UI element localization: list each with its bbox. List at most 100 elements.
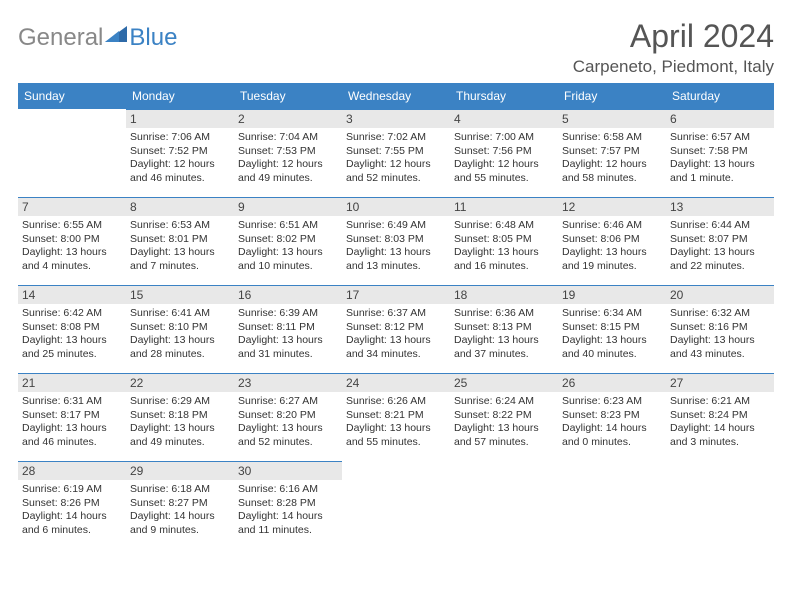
day-details: Sunrise: 6:29 AMSunset: 8:18 PMDaylight:…	[126, 392, 234, 452]
day-number: 13	[666, 197, 774, 216]
day-number: 26	[558, 373, 666, 392]
day-details: Sunrise: 7:00 AMSunset: 7:56 PMDaylight:…	[450, 128, 558, 188]
day-details: Sunrise: 6:46 AMSunset: 8:06 PMDaylight:…	[558, 216, 666, 276]
day-details: Sunrise: 6:58 AMSunset: 7:57 PMDaylight:…	[558, 128, 666, 188]
calendar-cell	[450, 461, 558, 549]
calendar-row: 1Sunrise: 7:06 AMSunset: 7:52 PMDaylight…	[18, 109, 774, 197]
day-number: 15	[126, 285, 234, 304]
calendar-cell: 15Sunrise: 6:41 AMSunset: 8:10 PMDayligh…	[126, 285, 234, 373]
calendar-cell: 17Sunrise: 6:37 AMSunset: 8:12 PMDayligh…	[342, 285, 450, 373]
day-number: 2	[234, 109, 342, 128]
title-block: April 2024 Carpeneto, Piedmont, Italy	[573, 18, 774, 77]
calendar-cell: 19Sunrise: 6:34 AMSunset: 8:15 PMDayligh…	[558, 285, 666, 373]
day-details: Sunrise: 6:53 AMSunset: 8:01 PMDaylight:…	[126, 216, 234, 276]
calendar-cell: 14Sunrise: 6:42 AMSunset: 8:08 PMDayligh…	[18, 285, 126, 373]
calendar-cell: 28Sunrise: 6:19 AMSunset: 8:26 PMDayligh…	[18, 461, 126, 549]
day-details: Sunrise: 6:41 AMSunset: 8:10 PMDaylight:…	[126, 304, 234, 364]
calendar-cell: 16Sunrise: 6:39 AMSunset: 8:11 PMDayligh…	[234, 285, 342, 373]
day-details: Sunrise: 6:21 AMSunset: 8:24 PMDaylight:…	[666, 392, 774, 452]
day-details: Sunrise: 7:04 AMSunset: 7:53 PMDaylight:…	[234, 128, 342, 188]
calendar-cell: 29Sunrise: 6:18 AMSunset: 8:27 PMDayligh…	[126, 461, 234, 549]
day-details: Sunrise: 6:39 AMSunset: 8:11 PMDaylight:…	[234, 304, 342, 364]
day-details: Sunrise: 6:37 AMSunset: 8:12 PMDaylight:…	[342, 304, 450, 364]
logo-text-general: General	[18, 24, 103, 52]
day-number: 21	[18, 373, 126, 392]
calendar-cell	[18, 109, 126, 197]
weekday-header: Friday	[558, 83, 666, 109]
calendar-cell: 5Sunrise: 6:58 AMSunset: 7:57 PMDaylight…	[558, 109, 666, 197]
day-number: 17	[342, 285, 450, 304]
day-details: Sunrise: 6:16 AMSunset: 8:28 PMDaylight:…	[234, 480, 342, 540]
calendar-cell: 30Sunrise: 6:16 AMSunset: 8:28 PMDayligh…	[234, 461, 342, 549]
day-number: 5	[558, 109, 666, 128]
day-details: Sunrise: 6:24 AMSunset: 8:22 PMDaylight:…	[450, 392, 558, 452]
calendar-cell: 26Sunrise: 6:23 AMSunset: 8:23 PMDayligh…	[558, 373, 666, 461]
weekday-header: Sunday	[18, 83, 126, 109]
calendar-cell: 4Sunrise: 7:00 AMSunset: 7:56 PMDaylight…	[450, 109, 558, 197]
calendar-cell: 25Sunrise: 6:24 AMSunset: 8:22 PMDayligh…	[450, 373, 558, 461]
day-number: 28	[18, 461, 126, 480]
logo: General Blue	[18, 18, 177, 52]
day-number: 19	[558, 285, 666, 304]
day-details: Sunrise: 6:36 AMSunset: 8:13 PMDaylight:…	[450, 304, 558, 364]
day-number: 4	[450, 109, 558, 128]
day-details: Sunrise: 6:32 AMSunset: 8:16 PMDaylight:…	[666, 304, 774, 364]
calendar-cell: 11Sunrise: 6:48 AMSunset: 8:05 PMDayligh…	[450, 197, 558, 285]
day-details: Sunrise: 6:26 AMSunset: 8:21 PMDaylight:…	[342, 392, 450, 452]
calendar-cell: 12Sunrise: 6:46 AMSunset: 8:06 PMDayligh…	[558, 197, 666, 285]
calendar-body: 1Sunrise: 7:06 AMSunset: 7:52 PMDaylight…	[18, 109, 774, 549]
day-number: 29	[126, 461, 234, 480]
day-number: 6	[666, 109, 774, 128]
day-details: Sunrise: 6:55 AMSunset: 8:00 PMDaylight:…	[18, 216, 126, 276]
calendar-head: SundayMondayTuesdayWednesdayThursdayFrid…	[18, 83, 774, 109]
day-details: Sunrise: 6:19 AMSunset: 8:26 PMDaylight:…	[18, 480, 126, 540]
calendar-cell: 3Sunrise: 7:02 AMSunset: 7:55 PMDaylight…	[342, 109, 450, 197]
day-details: Sunrise: 6:23 AMSunset: 8:23 PMDaylight:…	[558, 392, 666, 452]
calendar-cell	[666, 461, 774, 549]
day-details: Sunrise: 7:06 AMSunset: 7:52 PMDaylight:…	[126, 128, 234, 188]
calendar-cell: 9Sunrise: 6:51 AMSunset: 8:02 PMDaylight…	[234, 197, 342, 285]
day-number: 20	[666, 285, 774, 304]
calendar-cell: 21Sunrise: 6:31 AMSunset: 8:17 PMDayligh…	[18, 373, 126, 461]
calendar-cell: 13Sunrise: 6:44 AMSunset: 8:07 PMDayligh…	[666, 197, 774, 285]
day-number: 22	[126, 373, 234, 392]
calendar-row: 21Sunrise: 6:31 AMSunset: 8:17 PMDayligh…	[18, 373, 774, 461]
day-details: Sunrise: 6:31 AMSunset: 8:17 PMDaylight:…	[18, 392, 126, 452]
day-number: 18	[450, 285, 558, 304]
day-number: 14	[18, 285, 126, 304]
day-number: 1	[126, 109, 234, 128]
calendar-row: 28Sunrise: 6:19 AMSunset: 8:26 PMDayligh…	[18, 461, 774, 549]
calendar-cell	[342, 461, 450, 549]
weekday-header: Saturday	[666, 83, 774, 109]
weekday-header: Wednesday	[342, 83, 450, 109]
month-title: April 2024	[573, 18, 774, 55]
weekday-header: Tuesday	[234, 83, 342, 109]
day-number: 7	[18, 197, 126, 216]
location-text: Carpeneto, Piedmont, Italy	[573, 57, 774, 77]
day-number: 16	[234, 285, 342, 304]
day-details: Sunrise: 6:34 AMSunset: 8:15 PMDaylight:…	[558, 304, 666, 364]
calendar-row: 7Sunrise: 6:55 AMSunset: 8:00 PMDaylight…	[18, 197, 774, 285]
day-details: Sunrise: 7:02 AMSunset: 7:55 PMDaylight:…	[342, 128, 450, 188]
day-details: Sunrise: 6:27 AMSunset: 8:20 PMDaylight:…	[234, 392, 342, 452]
day-number: 25	[450, 373, 558, 392]
day-number: 27	[666, 373, 774, 392]
calendar-cell: 6Sunrise: 6:57 AMSunset: 7:58 PMDaylight…	[666, 109, 774, 197]
weekday-header: Thursday	[450, 83, 558, 109]
calendar-cell: 1Sunrise: 7:06 AMSunset: 7:52 PMDaylight…	[126, 109, 234, 197]
header: General Blue April 2024 Carpeneto, Piedm…	[18, 18, 774, 77]
calendar-cell: 2Sunrise: 7:04 AMSunset: 7:53 PMDaylight…	[234, 109, 342, 197]
logo-text-blue: Blue	[129, 24, 177, 52]
calendar-cell: 23Sunrise: 6:27 AMSunset: 8:20 PMDayligh…	[234, 373, 342, 461]
day-number: 24	[342, 373, 450, 392]
day-number: 30	[234, 461, 342, 480]
calendar-cell: 22Sunrise: 6:29 AMSunset: 8:18 PMDayligh…	[126, 373, 234, 461]
day-details: Sunrise: 6:42 AMSunset: 8:08 PMDaylight:…	[18, 304, 126, 364]
calendar-cell: 10Sunrise: 6:49 AMSunset: 8:03 PMDayligh…	[342, 197, 450, 285]
calendar-cell: 8Sunrise: 6:53 AMSunset: 8:01 PMDaylight…	[126, 197, 234, 285]
day-details: Sunrise: 6:49 AMSunset: 8:03 PMDaylight:…	[342, 216, 450, 276]
weekday-header: Monday	[126, 83, 234, 109]
day-details: Sunrise: 6:57 AMSunset: 7:58 PMDaylight:…	[666, 128, 774, 188]
day-details: Sunrise: 6:48 AMSunset: 8:05 PMDaylight:…	[450, 216, 558, 276]
day-number: 8	[126, 197, 234, 216]
